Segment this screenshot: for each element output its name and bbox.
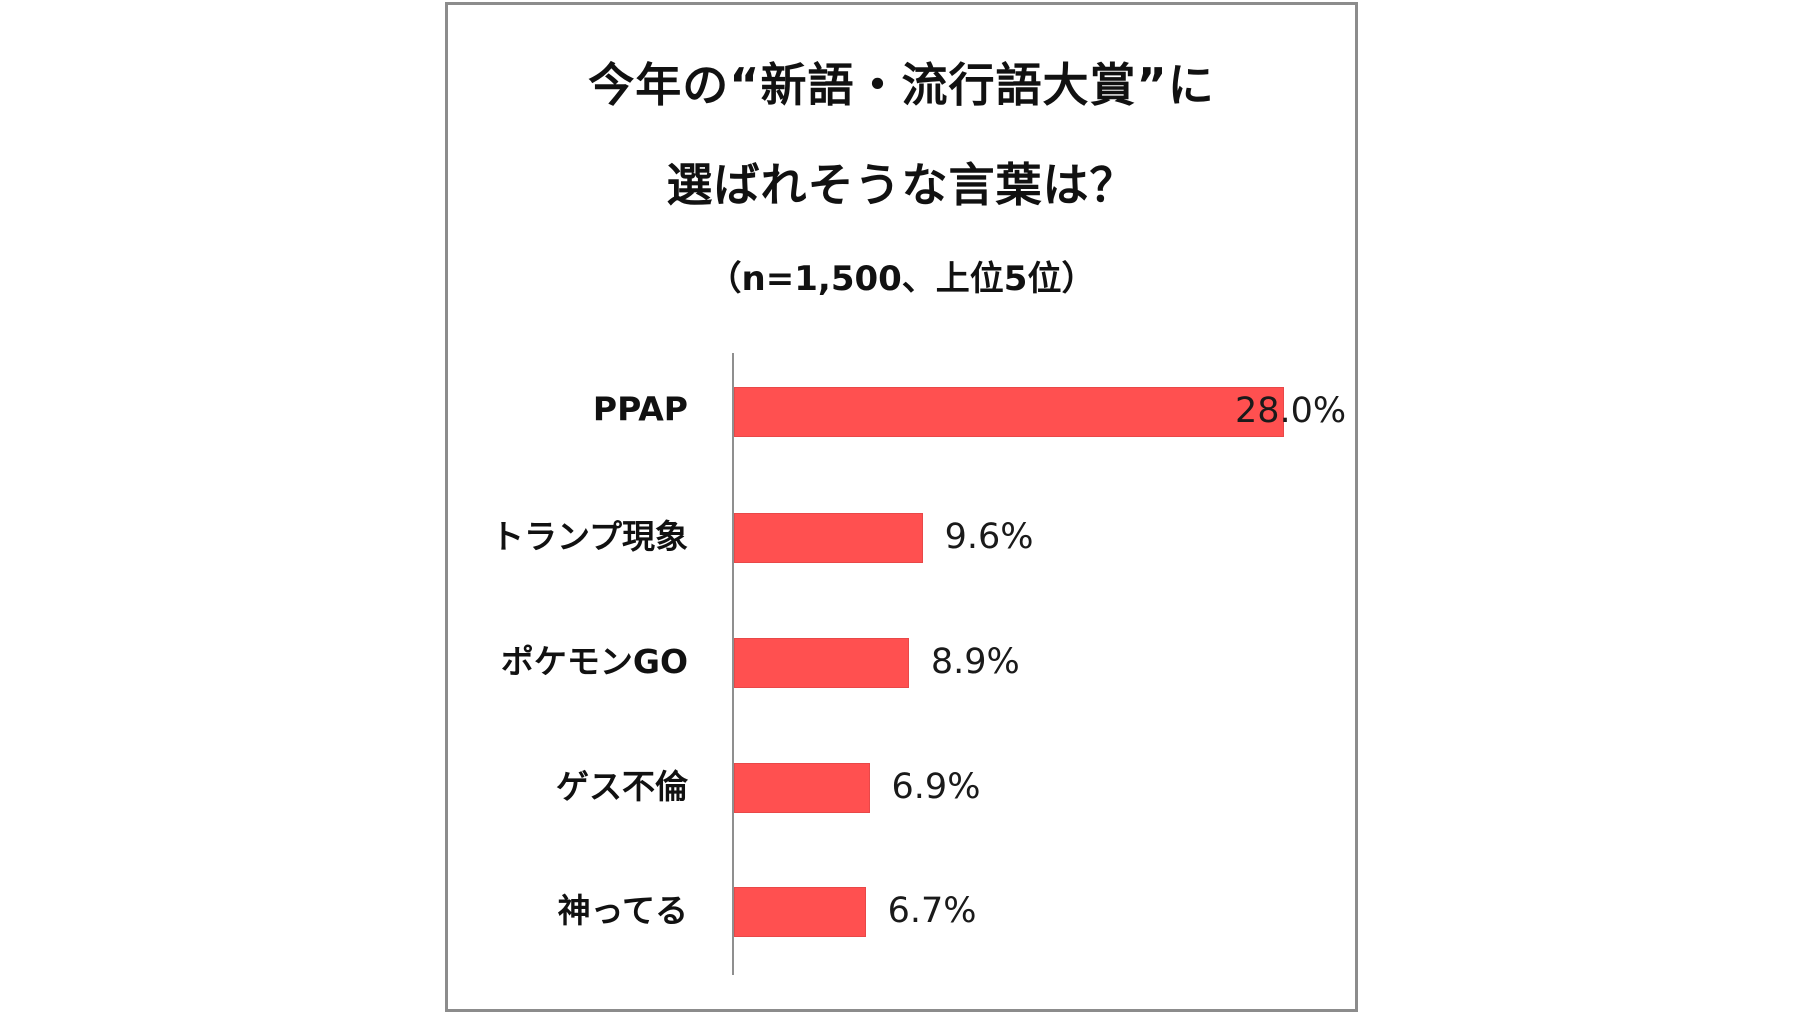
category-label: ゲス不倫 — [556, 767, 688, 807]
chart-subtitle: （n=1,500、上位5位） — [707, 259, 1096, 299]
category-axis-line — [732, 353, 734, 975]
category-label: 神ってる — [557, 891, 688, 931]
value-label: 6.9% — [891, 767, 981, 808]
value-label: 8.9% — [930, 642, 1020, 683]
bar — [734, 763, 870, 813]
bar-row: PPAP 28.0% — [448, 387, 1355, 437]
bar-row: 神ってる 6.7% — [448, 887, 1355, 937]
bar — [734, 387, 1284, 437]
bar — [734, 638, 909, 688]
bar — [734, 513, 923, 563]
chart-title-line-1: 今年の“新語・流行語大賞”に — [588, 58, 1215, 112]
chart-title-line-2: 選ばれそうな言葉は？ — [666, 158, 1137, 212]
value-label: 6.7% — [887, 891, 977, 932]
bar-row: ポケモンGO 8.9% — [448, 638, 1355, 688]
value-label: 28.0% — [1235, 391, 1347, 432]
category-label: ポケモンGO — [500, 642, 688, 682]
value-label: 9.6% — [944, 517, 1034, 558]
bar-row: トランプ現象 9.6% — [448, 513, 1355, 563]
bar — [734, 887, 866, 937]
category-label: PPAP — [592, 389, 688, 429]
category-label: トランプ現象 — [490, 517, 688, 557]
chart-frame: 今年の“新語・流行語大賞”に 選ばれそうな言葉は？ （n=1,500、上位5位）… — [445, 2, 1358, 1012]
bar-row: ゲス不倫 6.9% — [448, 763, 1355, 813]
